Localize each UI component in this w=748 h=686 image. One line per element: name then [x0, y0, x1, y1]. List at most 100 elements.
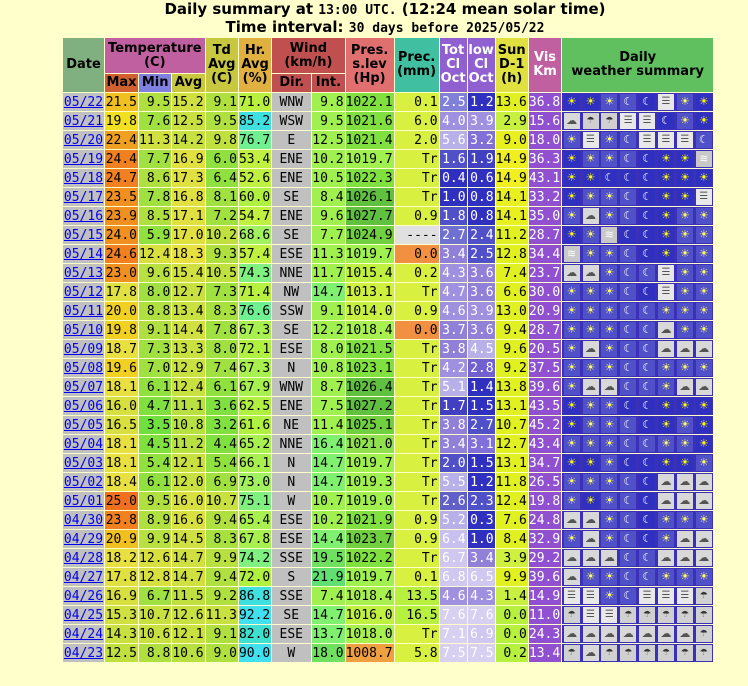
rain-icon: ☂: [620, 645, 637, 661]
cell-sun: 11.8: [494, 472, 529, 492]
cell-dir: ESE: [271, 244, 313, 264]
table-row: 05/12 17.8 8.0 12.7 7.3 71.4 NW 14.7 1013.1 Tr 4.7…: [62, 282, 715, 302]
cell-sun: 9.0: [494, 130, 529, 150]
cell-vis: 29.2: [527, 548, 563, 568]
cell-td: 3.6: [204, 396, 239, 416]
moon-icon: ☾: [639, 151, 656, 167]
table-row: 04/29 20.9 9.9 14.5 8.3 67.8 ESE 14.4 1023.7 0.9 6…: [62, 529, 715, 549]
cell-weather-summary: ☀ ☀ ☀ ☾ ☾ ☀ ☀ ☀: [561, 434, 715, 454]
sun-icon: ☀: [582, 170, 599, 186]
cloud-icon: ☁: [658, 474, 674, 490]
date-link[interactable]: 05/22: [63, 94, 104, 110]
cell-hr: 65.4: [237, 510, 273, 530]
date-link[interactable]: 05/07: [63, 379, 104, 395]
cell-pres: 1027.2: [344, 396, 395, 416]
cell-pres: 1026.4: [344, 377, 395, 397]
date-link[interactable]: 05/11: [63, 303, 104, 319]
date-link[interactable]: 05/19: [63, 151, 104, 167]
cell-min: 7.8: [137, 187, 173, 207]
pmoon-icon: ☾: [620, 246, 637, 262]
psun-icon: ☀: [676, 208, 693, 224]
cell-int: 11.3: [311, 244, 346, 264]
psun-icon: ☀: [695, 246, 712, 262]
cell-low: 3.6: [466, 320, 496, 340]
cell-hr: 52.6: [237, 168, 273, 188]
date-link[interactable]: 04/25: [63, 607, 104, 623]
cell-max: 24.4: [104, 149, 139, 169]
date-link[interactable]: 05/10: [63, 322, 104, 338]
date-link[interactable]: 04/24: [63, 626, 104, 642]
date-link[interactable]: 04/26: [63, 588, 104, 604]
date-link[interactable]: 05/06: [63, 398, 104, 414]
date-link[interactable]: 05/17: [63, 189, 104, 205]
cell-vis: 35.0: [527, 206, 563, 226]
date-link[interactable]: 05/12: [63, 284, 104, 300]
table-row: 05/01 25.0 9.5 16.0 10.7 75.1 W 10.7 1019.0 Tr 2.6…: [62, 491, 715, 511]
cell-weather-summary: ☁ ☁ ☀ ☾ ☾ ☰ ☀ ☀: [561, 263, 715, 283]
lines-icon: ☰: [639, 132, 656, 148]
date-link[interactable]: 05/18: [63, 170, 104, 186]
date-link[interactable]: 05/16: [63, 208, 104, 224]
cell-date: 04/23: [62, 643, 105, 663]
cell-pres: 1021.5: [344, 339, 395, 359]
cell-low: 3.2: [466, 130, 496, 150]
cell-td: 6.9: [204, 472, 239, 492]
date-link[interactable]: 05/21: [63, 113, 104, 129]
cloud-icon: ☁: [676, 626, 693, 642]
date-link[interactable]: 05/09: [63, 341, 104, 357]
lines-icon: ☰: [658, 132, 674, 148]
cell-hr: 61.6: [237, 415, 273, 435]
cell-hr: 65.2: [237, 434, 273, 454]
cell-weather-summary: ☀ ☀ ☀ ☾ ☾ ☀ ☀ ☀: [561, 301, 715, 321]
date-link[interactable]: 05/14: [63, 246, 104, 262]
cell-td: 7.3: [204, 282, 239, 302]
cell-date: 04/30: [62, 510, 105, 530]
moon-icon: ☾: [639, 493, 656, 509]
date-link[interactable]: 05/02: [63, 474, 104, 490]
cell-sun: 9.6: [494, 339, 529, 359]
sun-icon: ☀: [676, 398, 693, 414]
psun-icon: ☀: [601, 436, 618, 452]
psun-icon: ☀: [563, 474, 580, 490]
pmoon-icon: ☾: [620, 132, 637, 148]
psun-icon: ☀: [601, 94, 618, 110]
sun-icon: ☀: [695, 398, 712, 414]
cell-int: 10.2: [311, 510, 346, 530]
date-link[interactable]: 04/23: [63, 645, 104, 661]
cell-hr: 85.2: [237, 111, 273, 131]
lines-icon: ☰: [658, 284, 674, 300]
cell-hr: 67.8: [237, 529, 273, 549]
date-link[interactable]: 05/08: [63, 360, 104, 376]
date-link[interactable]: 05/13: [63, 265, 104, 281]
cell-sun: 7.4: [494, 263, 529, 283]
cell-avg: 14.7: [171, 548, 206, 568]
date-link[interactable]: 05/20: [63, 132, 104, 148]
date-link[interactable]: 04/30: [63, 512, 104, 528]
header-daily-summary: Daily weather summary: [561, 37, 715, 93]
cell-int: 14.7: [311, 453, 346, 473]
pmoon-icon: ☾: [620, 265, 637, 281]
cell-vis: 45.2: [527, 415, 563, 435]
cloud-icon: ☁: [563, 512, 580, 528]
date-link[interactable]: 05/01: [63, 493, 104, 509]
date-link[interactable]: 04/28: [63, 550, 104, 566]
psun-icon: ☀: [563, 132, 580, 148]
date-link[interactable]: 05/04: [63, 436, 104, 452]
date-link[interactable]: 05/05: [63, 417, 104, 433]
date-link[interactable]: 04/29: [63, 531, 104, 547]
cloud-icon: ☁: [601, 626, 618, 642]
cell-td: 9.8: [204, 130, 239, 150]
cell-hr: 72.1: [237, 339, 273, 359]
cell-weather-summary: ☁ ☂ ☂ ☰ ☰ ☾ ☀ ☀: [561, 111, 715, 131]
cell-int: 12.2: [311, 320, 346, 340]
cell-min: 7.0: [137, 358, 173, 378]
date-link[interactable]: 05/15: [63, 227, 104, 243]
date-link[interactable]: 05/03: [63, 455, 104, 471]
cell-tot: 7.1: [438, 624, 468, 644]
date-link[interactable]: 04/27: [63, 569, 104, 585]
cell-max: 23.5: [104, 187, 139, 207]
psun-icon: ☀: [601, 284, 618, 300]
cell-min: 6.7: [137, 586, 173, 606]
sun-icon: ☀: [676, 170, 693, 186]
sun-icon: ☀: [676, 151, 693, 167]
